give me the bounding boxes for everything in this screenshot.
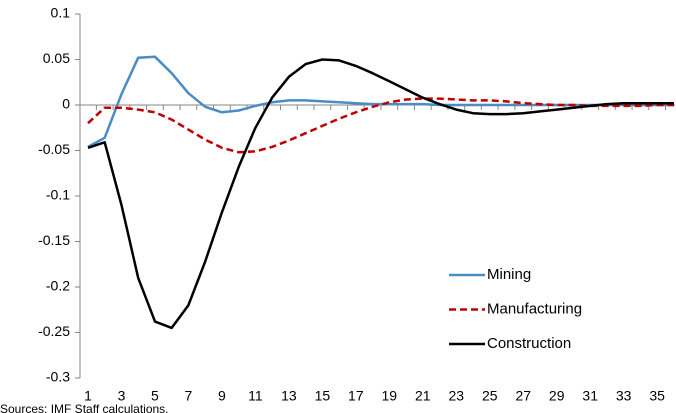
y-tick-label: -0.15	[38, 232, 70, 248]
legend-label: Mining	[487, 266, 531, 283]
source-note: Sources: IMF Staff calculations.	[0, 402, 169, 413]
legend-label: Manufacturing	[487, 300, 582, 317]
x-tick-label: 7	[185, 388, 193, 404]
y-tick-label: -0.25	[38, 323, 70, 339]
x-tick-label: 29	[549, 388, 565, 404]
x-tick-label: 15	[315, 388, 331, 404]
y-tick-label: -0.05	[38, 141, 70, 157]
x-tick-label: 11	[248, 388, 263, 404]
x-tick-label: 31	[582, 388, 598, 404]
y-tick-label: 0	[62, 96, 70, 112]
x-tick-label: 27	[515, 388, 531, 404]
x-tick-label: 9	[218, 388, 226, 404]
x-tick-label: 3	[118, 388, 126, 404]
x-tick-label: 23	[448, 388, 464, 404]
y-tick-label: -0.2	[46, 278, 70, 294]
y-tick-label: 0.1	[51, 5, 71, 21]
x-tick-label: 17	[348, 388, 364, 404]
x-tick-label: 35	[649, 388, 665, 404]
y-tick-label: -0.1	[46, 187, 70, 203]
x-tick-label: 5	[151, 388, 159, 404]
x-tick-label: 1	[84, 388, 92, 404]
y-tick-label: -0.3	[46, 369, 70, 385]
series-line	[87, 58, 674, 330]
x-tick-label: 33	[616, 388, 632, 404]
legend-label: Construction	[487, 335, 571, 352]
y-tick-label: 0.05	[43, 50, 70, 66]
x-tick-label: 19	[382, 388, 398, 404]
x-tick-label: 21	[415, 388, 431, 404]
x-tick-label: 25	[482, 388, 498, 404]
x-tick-label: 13	[281, 388, 297, 404]
series-line	[87, 55, 674, 148]
